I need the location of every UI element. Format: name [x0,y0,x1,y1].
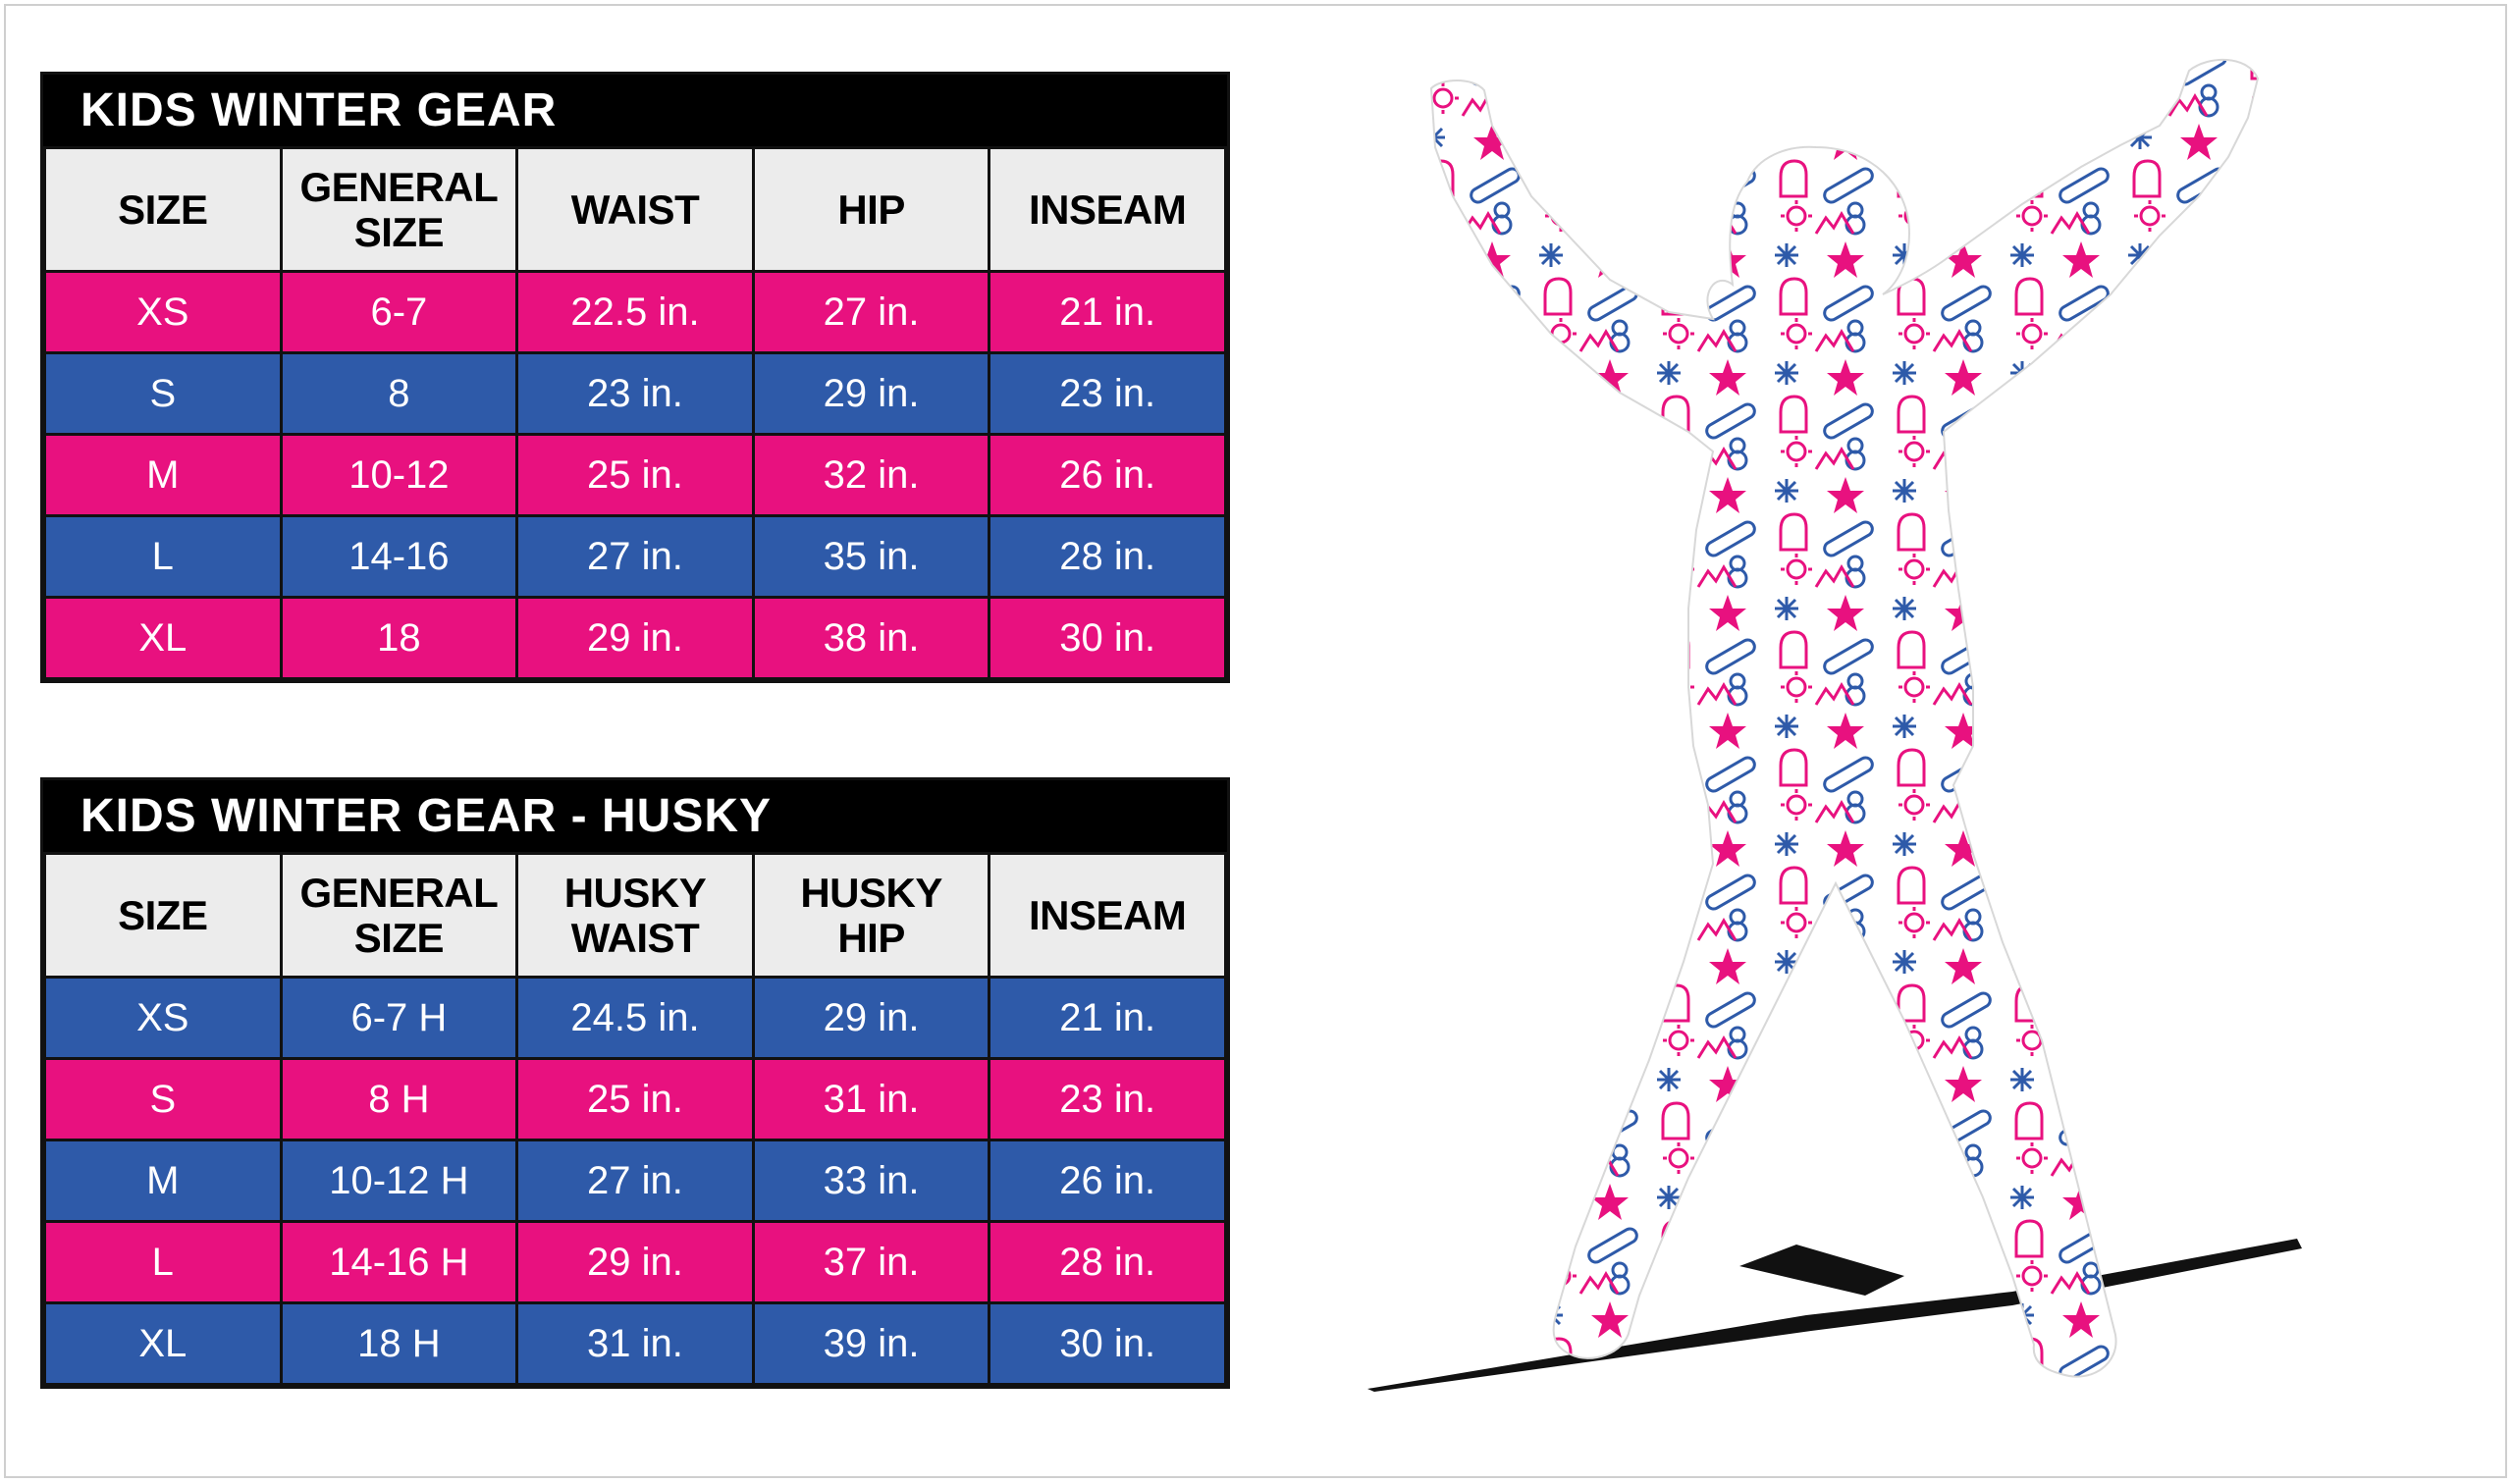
cell-size: XS [43,270,283,354]
table-row: XL 18 H 31 in. 39 in. 30 in. [43,1301,1227,1386]
cell-size: XL [43,1301,283,1386]
cell-waist: 22.5 in. [515,270,755,354]
cell-size: M [43,1139,283,1223]
header-hip: HIP [751,146,991,273]
cell-inseam: 26 in. [988,1139,1227,1223]
header-general-size: GENERAL SIZE [279,852,519,979]
cell-waist: 27 in. [515,514,755,599]
cell-waist: 25 in. [515,433,755,517]
size-chart-regular: KIDS WINTER GEAR SIZE GENERAL SIZE WAIST … [40,72,1230,683]
table-row: M 10-12 25 in. 32 in. 26 in. [43,433,1227,517]
cell-inseam: 28 in. [988,1220,1227,1304]
cell-general-size: 6-7 H [279,976,519,1060]
table-row: XS 6-7 22.5 in. 27 in. 21 in. [43,270,1227,354]
cell-inseam: 21 in. [988,976,1227,1060]
cell-husky-waist: 24.5 in. [515,976,755,1060]
table-row: XS 6-7 H 24.5 in. 29 in. 21 in. [43,976,1227,1060]
cell-general-size: 10-12 [279,433,519,517]
cell-inseam: 30 in. [988,1301,1227,1386]
table-row: S 8 H 25 in. 31 in. 23 in. [43,1057,1227,1141]
cell-inseam: 23 in. [988,1057,1227,1141]
table-row: L 14-16 H 29 in. 37 in. 28 in. [43,1220,1227,1304]
table-title: KIDS WINTER GEAR - HUSKY [43,780,1227,852]
cell-husky-waist: 27 in. [515,1139,755,1223]
cell-size: L [43,1220,283,1304]
cell-general-size: 8 H [279,1057,519,1141]
header-husky-hip: HUSKY HIP [751,852,991,979]
cell-size: S [43,351,283,436]
header-row: SIZE GENERAL SIZE HUSKY WAIST HUSKY HIP INS… [43,852,1227,979]
size-chart-husky: KIDS WINTER GEAR - HUSKY SIZE GENERAL SIZ… [40,777,1230,1389]
cell-general-size: 14-16 [279,514,519,599]
cell-hip: 27 in. [751,270,991,354]
header-waist: WAIST [515,146,755,273]
cell-husky-hip: 33 in. [751,1139,991,1223]
cell-size: M [43,433,283,517]
header-row: SIZE GENERAL SIZE WAIST HIP INSEAM [43,146,1227,273]
table-title: KIDS WINTER GEAR [43,75,1227,146]
cell-general-size: 18 [279,596,519,680]
table-row: XL 18 29 in. 38 in. 30 in. [43,596,1227,680]
header-husky-waist: HUSKY WAIST [515,852,755,979]
header-inseam: INSEAM [988,146,1227,273]
cell-size: XS [43,976,283,1060]
cell-husky-waist: 25 in. [515,1057,755,1141]
cell-husky-hip: 29 in. [751,976,991,1060]
cell-hip: 32 in. [751,433,991,517]
size-table: SIZE GENERAL SIZE HUSKY WAIST HUSKY HIP INS… [43,852,1227,1386]
cell-waist: 23 in. [515,351,755,436]
size-table: SIZE GENERAL SIZE WAIST HIP INSEAM XS 6-7… [43,146,1227,680]
page-frame [4,4,2507,1478]
cell-husky-hip: 31 in. [751,1057,991,1141]
header-inseam: INSEAM [988,852,1227,979]
cell-husky-hip: 39 in. [751,1301,991,1386]
table-row: L 14-16 27 in. 35 in. 28 in. [43,514,1227,599]
cell-general-size: 8 [279,351,519,436]
kid-silhouette-illustration [1367,58,2302,1392]
kid-silhouette [1429,58,2260,1378]
table-row: M 10-12 H 27 in. 33 in. 26 in. [43,1139,1227,1223]
cell-husky-waist: 31 in. [515,1301,755,1386]
cell-inseam: 21 in. [988,270,1227,354]
cell-general-size: 18 H [279,1301,519,1386]
cell-general-size: 10-12 H [279,1139,519,1223]
cell-hip: 29 in. [751,351,991,436]
header-general-size: GENERAL SIZE [279,146,519,273]
cell-size: XL [43,596,283,680]
cell-hip: 35 in. [751,514,991,599]
cell-husky-hip: 37 in. [751,1220,991,1304]
cell-inseam: 30 in. [988,596,1227,680]
cell-general-size: 14-16 H [279,1220,519,1304]
cell-inseam: 28 in. [988,514,1227,599]
header-size: SIZE [43,146,283,273]
cell-size: S [43,1057,283,1141]
cell-size: L [43,514,283,599]
shadow-shape [1739,1245,1904,1296]
cell-waist: 29 in. [515,596,755,680]
cell-husky-waist: 29 in. [515,1220,755,1304]
header-size: SIZE [43,852,283,979]
cell-inseam: 26 in. [988,433,1227,517]
table-row: S 8 23 in. 29 in. 23 in. [43,351,1227,436]
cell-general-size: 6-7 [279,270,519,354]
cell-hip: 38 in. [751,596,991,680]
cell-inseam: 23 in. [988,351,1227,436]
